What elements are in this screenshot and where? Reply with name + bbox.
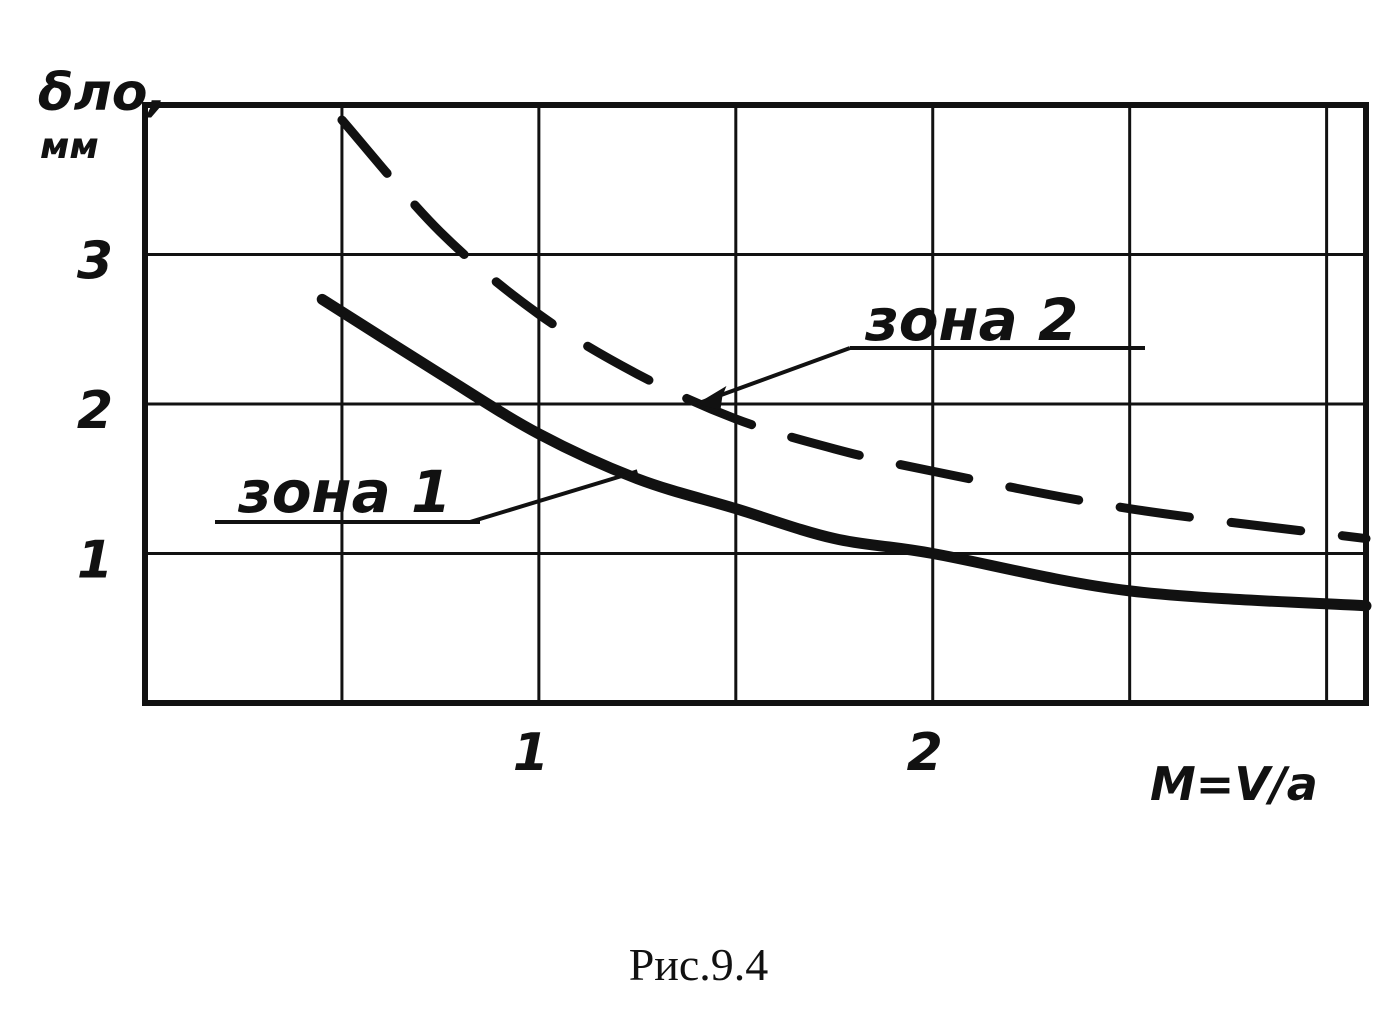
grid bbox=[145, 103, 1366, 703]
x-tick-label-1: 2 bbox=[907, 723, 943, 783]
y-axis-unit: мм bbox=[40, 126, 99, 167]
series-line-zona-1 bbox=[316, 293, 1372, 612]
plot-frame bbox=[142, 102, 1369, 706]
x-tick-label-0: 1 bbox=[513, 723, 549, 783]
annotations-group: зона 2 зона 1 bbox=[215, 286, 1145, 526]
annotation-label-1: зона 2 bbox=[864, 286, 1078, 354]
tick-labels: 1 2 1 2 3 bbox=[77, 232, 943, 784]
x-axis-label: M=V/a bbox=[1150, 757, 1318, 811]
y-tick-label-2: 3 bbox=[77, 232, 113, 292]
annotation-arrowhead bbox=[696, 386, 727, 410]
annotation-label-2: зона 1 bbox=[237, 458, 451, 526]
y-axis-label: δлo, bbox=[38, 63, 167, 123]
annotation-leader-2 bbox=[469, 469, 638, 524]
y-tick-label-1: 2 bbox=[77, 381, 113, 441]
series-line-zona-2 bbox=[337, 115, 1371, 544]
figure-caption: Рис.9.4 bbox=[628, 939, 769, 990]
series-group bbox=[316, 115, 1372, 612]
y-tick-label-0: 1 bbox=[77, 531, 113, 591]
